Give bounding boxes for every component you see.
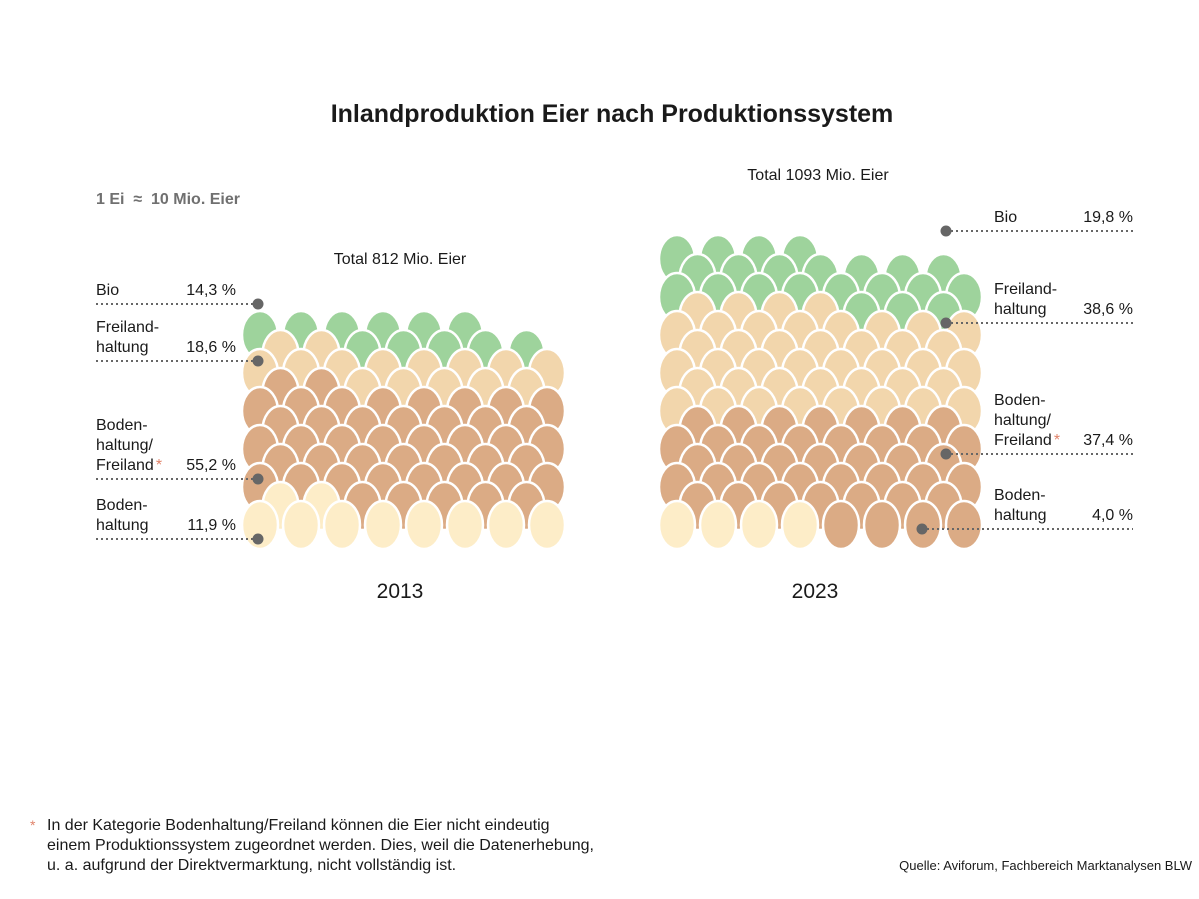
marker-dot-freiland (252, 355, 264, 367)
marker-dot-freiland (940, 317, 952, 329)
category-name-boden: Boden- (994, 487, 1046, 504)
egg-grid-2013 (240, 309, 567, 551)
category-name-boden_freiland: Freiland * (994, 432, 1060, 449)
egg-boden (281, 499, 321, 551)
egg-boden (322, 499, 362, 551)
category-value-freiland: 18,6 % (186, 339, 236, 356)
category-value-bio: 19,8 % (1083, 209, 1133, 226)
chart-title: Inlandproduktion Eier nach Produktionssy… (331, 100, 894, 128)
egg-boden (739, 499, 779, 551)
legend-note: 1 Ei ≈ 10 Mio. Eier (96, 191, 240, 208)
category-name-boden: haltung (96, 517, 149, 534)
category-name-boden_freiland: haltung/ (994, 412, 1051, 429)
egg-boden_freiland (862, 499, 902, 551)
category-name-boden: haltung (994, 507, 1047, 524)
egg-boden (657, 499, 697, 551)
egg-boden (698, 499, 738, 551)
footnote-marker: * (30, 817, 36, 833)
marker-dot-bio (940, 225, 952, 237)
category-value-boden_freiland: 55,2 % (186, 457, 236, 474)
panel-2013: Total 812 Mio. Eier Bio 14,3 % Freiland-ha… (96, 251, 567, 603)
marker-dot-boden_freiland (940, 448, 952, 460)
footnote-line-1: In der Kategorie Bodenhaltung/Freiland k… (47, 817, 550, 834)
category-name-freiland: haltung (994, 301, 1047, 318)
egg-boden (780, 499, 820, 551)
category-name-boden_freiland: Boden- (96, 417, 148, 434)
egg-grid-2023 (657, 233, 984, 551)
category-name-bio: Bio (994, 209, 1017, 226)
egg-boden (363, 499, 403, 551)
panel-2023: Total 1093 Mio. Eier Bio 19,8 % Freiland-h… (657, 167, 1133, 603)
category-value-boden: 4,0 % (1092, 507, 1133, 524)
egg-boden_freiland (944, 499, 984, 551)
category-labels-2023: Bio 19,8 % Freiland-haltung 38,6 % Boden-hal… (916, 209, 1133, 535)
source-note: Quelle: Aviforum, Fachbereich Marktanaly… (899, 858, 1193, 873)
category-name-boden: Boden- (96, 497, 148, 514)
marker-dot-boden_freiland (252, 473, 264, 485)
year-label-2023: 2023 (792, 580, 839, 603)
category-value-freiland: 38,6 % (1083, 301, 1133, 318)
egg-boden (240, 499, 280, 551)
category-value-boden_freiland: 37,4 % (1083, 432, 1133, 449)
category-value-boden: 11,9 % (187, 517, 236, 534)
category-labels-2013: Bio 14,3 % Freiland-haltung 18,6 % Boden-hal… (96, 282, 264, 545)
egg-boden (445, 499, 485, 551)
total-label-2013: Total 812 Mio. Eier (334, 251, 467, 268)
total-label-2023: Total 1093 Mio. Eier (747, 167, 889, 184)
category-name-freiland: Freiland- (994, 281, 1057, 298)
category-name-boden_freiland: Freiland * (96, 457, 162, 474)
egg-boden (404, 499, 444, 551)
footnote-line-3: u. a. aufgrund der Direktvermarktung, ni… (47, 857, 456, 874)
marker-dot-boden (916, 523, 928, 535)
footnote-line-2: einem Produktionssystem zugeordnet werde… (47, 837, 594, 854)
marker-dot-boden (252, 533, 264, 545)
year-label-2013: 2013 (377, 580, 424, 603)
category-value-bio: 14,3 % (186, 282, 236, 299)
egg-boden (486, 499, 526, 551)
category-name-boden_freiland: haltung/ (96, 437, 153, 454)
marker-dot-bio (252, 298, 264, 310)
category-name-freiland: Freiland- (96, 319, 159, 336)
category-name-freiland: haltung (96, 339, 149, 356)
footnote: * In der Kategorie Bodenhaltung/Freiland… (30, 817, 594, 874)
egg-boden (527, 499, 567, 551)
category-name-bio: Bio (96, 282, 119, 299)
category-name-boden_freiland: Boden- (994, 392, 1046, 409)
egg-boden_freiland (821, 499, 861, 551)
